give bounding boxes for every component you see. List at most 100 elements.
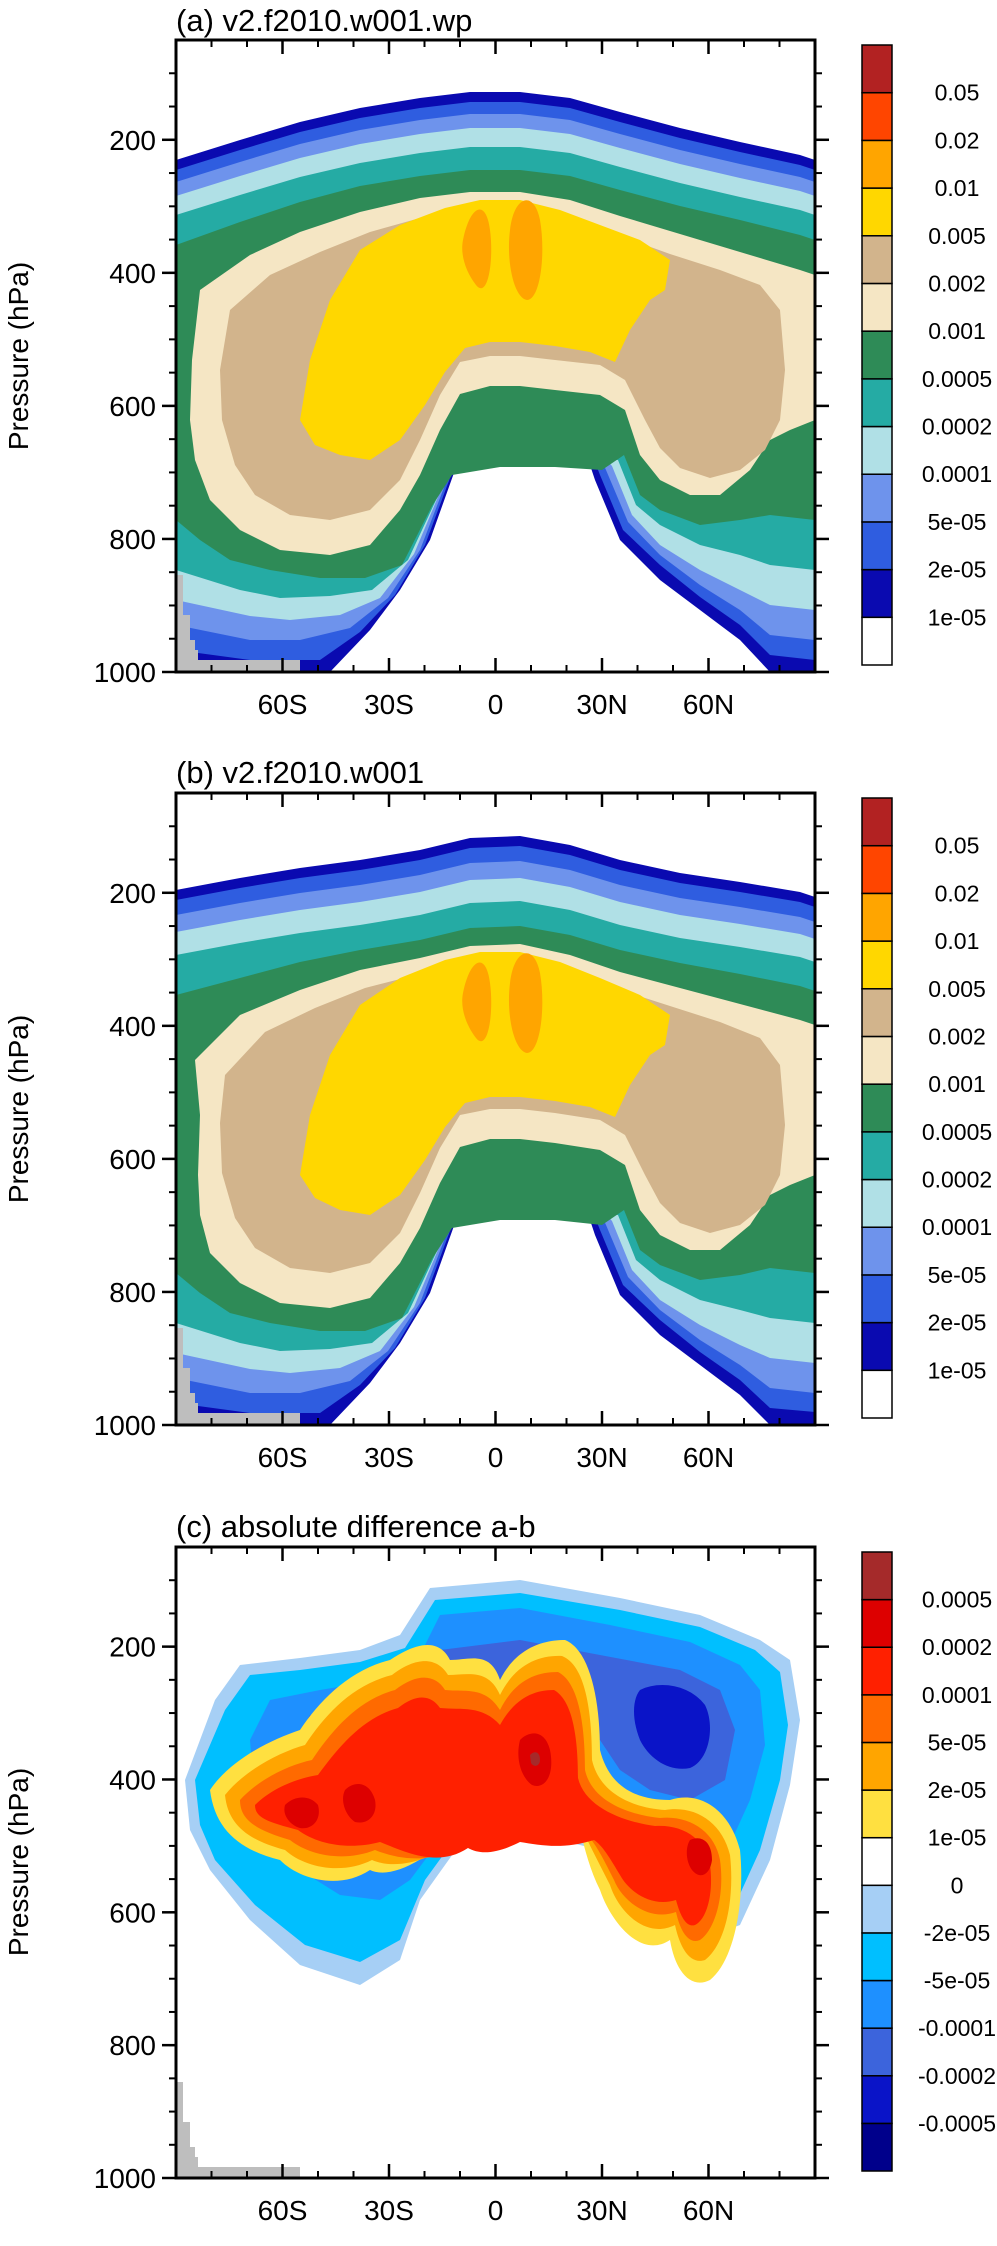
panel-a-colorbar: 1e-05 2e-05 5e-05 0.0001 0.0002 0.0005 0.001 0.… xyxy=(861,44,992,666)
panel-b-contours xyxy=(176,836,815,1425)
colorbar-swatch xyxy=(861,1646,893,1696)
y-tick-label: 1000 xyxy=(94,1410,156,1441)
colorbar-label: 0.0001 xyxy=(922,1682,992,1708)
x-tick-label: 60N xyxy=(683,2195,734,2226)
x-tick-label: 30N xyxy=(576,689,627,720)
panel-c-title: (c) absolute difference a-b xyxy=(176,1509,536,1544)
x-tick-label: 30S xyxy=(364,2195,414,2226)
colorbar-label: 2e-05 xyxy=(928,557,987,583)
colorbar-swatch xyxy=(861,2027,893,2077)
panel-a-title: (a) v2.f2010.w001.wp xyxy=(176,3,472,38)
colorbar-label: 0.001 xyxy=(928,318,986,344)
colorbar-label: 0.02 xyxy=(935,127,980,153)
panel-b-colorbar: 1e-05 2e-05 5e-05 0.0001 0.0002 0.0005 0.001 0.… xyxy=(861,797,992,1419)
panel-b-ylabel: Pressure (hPa) xyxy=(3,1015,34,1203)
y-tick-label: 800 xyxy=(109,2030,156,2061)
colorbar-swatch xyxy=(861,1789,893,1839)
colorbar-label: 0.05 xyxy=(935,80,980,106)
colorbar-swatch xyxy=(861,892,893,942)
colorbar-swatch xyxy=(861,1369,893,1419)
colorbar-swatch xyxy=(861,797,893,847)
colorbar-swatch xyxy=(861,282,893,332)
x-tick-label: 60N xyxy=(683,689,734,720)
colorbar-swatch xyxy=(861,1551,893,1601)
colorbar-label: 0.01 xyxy=(935,175,980,201)
colorbar-swatch xyxy=(861,2075,893,2125)
colorbar-label: 0.001 xyxy=(928,1071,986,1097)
colorbar-swatch xyxy=(861,187,893,237)
x-tick-label: 30S xyxy=(364,1442,414,1473)
panel-c-axes: 60S 30S 0 30N 60N 200 400 600 800 1000 xyxy=(94,1547,829,2226)
colorbar-label: -2e-05 xyxy=(924,1920,990,1946)
c-region-deep-blue xyxy=(540,1679,710,1769)
a-level-1e-02 xyxy=(462,200,543,300)
y-tick-label: 400 xyxy=(109,1764,156,1795)
colorbar-swatch xyxy=(861,2122,893,2172)
colorbar-label: 0.01 xyxy=(935,928,980,954)
colorbar-swatch xyxy=(861,616,893,666)
colorbar-swatch xyxy=(861,1035,893,1085)
colorbar-label: 0.005 xyxy=(928,976,986,1002)
colorbar-label: 1e-05 xyxy=(928,1357,987,1383)
colorbar-label: 0.0005 xyxy=(922,1587,992,1613)
colorbar-label: 2e-05 xyxy=(928,1777,987,1803)
colorbar-swatch xyxy=(861,1178,893,1228)
c-region-red xyxy=(255,1690,712,1926)
panel-b-axes: 60S 30S 0 30N 60N 200 400 600 800 1000 xyxy=(94,793,829,1473)
colorbar-label: 1e-05 xyxy=(928,1825,987,1851)
colorbar-swatch xyxy=(861,940,893,990)
colorbar-swatch xyxy=(861,44,893,94)
colorbar-swatch xyxy=(861,91,893,142)
colorbar-label: -0.0001 xyxy=(918,2015,996,2041)
colorbar-swatch xyxy=(861,1694,893,1744)
y-tick-label: 600 xyxy=(109,1144,156,1175)
y-tick-label: 200 xyxy=(109,1632,156,1663)
colorbar-label: 0.0001 xyxy=(922,461,992,487)
x-tick-label: 60S xyxy=(258,689,308,720)
colorbar-swatch xyxy=(861,1741,893,1791)
y-tick-label: 600 xyxy=(109,391,156,422)
colorbar-swatch xyxy=(861,425,893,475)
colorbar-swatch xyxy=(861,844,893,895)
colorbar-label: 0.0002 xyxy=(922,1634,992,1660)
b-level-5e-03 xyxy=(300,952,670,1215)
x-tick-label: 0 xyxy=(488,2195,504,2226)
colorbar-swatch xyxy=(861,521,893,571)
colorbar-label: 0.002 xyxy=(928,270,986,296)
y-tick-label: 200 xyxy=(109,125,156,156)
panel-c-contours xyxy=(176,1580,800,2178)
colorbar-swatch xyxy=(861,139,893,189)
colorbar-label: -5e-05 xyxy=(924,1968,990,1994)
panel-a-ylabel: Pressure (hPa) xyxy=(3,262,34,450)
colorbar-label: 0.0002 xyxy=(922,1167,992,1193)
panel-c-ylabel: Pressure (hPa) xyxy=(3,1768,34,1956)
a-topography xyxy=(176,575,300,672)
x-tick-label: 0 xyxy=(488,1442,504,1473)
colorbar-label: 5e-05 xyxy=(928,1729,987,1755)
panel-a-axes: 60S 30S 0 30N 60N 200 400 600 800 1000 xyxy=(94,40,829,720)
a-level-5e-03 xyxy=(300,200,670,460)
y-tick-label: 800 xyxy=(109,1277,156,1308)
panel-c: (c) absolute difference a-b Pressure (hP… xyxy=(3,1509,996,2226)
y-tick-label: 600 xyxy=(109,1897,156,1928)
colorbar-swatch xyxy=(861,1226,893,1276)
colorbar-label: 1e-05 xyxy=(928,604,987,630)
x-tick-label: 60N xyxy=(683,1442,734,1473)
x-tick-label: 0 xyxy=(488,689,504,720)
colorbar-swatch xyxy=(861,1131,893,1181)
c-region-brown xyxy=(530,1752,540,1766)
panel-a: (a) v2.f2010.w001.wp Pressure (hPa) 60S 3… xyxy=(3,3,992,720)
colorbar-swatch xyxy=(861,1274,893,1324)
colorbar-swatch xyxy=(861,1979,893,2029)
colorbar-swatch xyxy=(861,1083,893,1133)
colorbar-label: 0.0001 xyxy=(922,1214,992,1240)
c-region-dark-red xyxy=(284,1733,712,1876)
colorbar-swatch xyxy=(861,473,893,523)
panel-b-title: (b) v2.f2010.w001 xyxy=(176,755,424,790)
b-topography xyxy=(176,1328,300,1425)
x-tick-label: 60S xyxy=(258,2195,308,2226)
colorbar-swatch xyxy=(861,988,893,1038)
colorbar-label: 2e-05 xyxy=(928,1310,987,1336)
x-tick-label: 30N xyxy=(576,1442,627,1473)
colorbar-label: 0.005 xyxy=(928,223,986,249)
